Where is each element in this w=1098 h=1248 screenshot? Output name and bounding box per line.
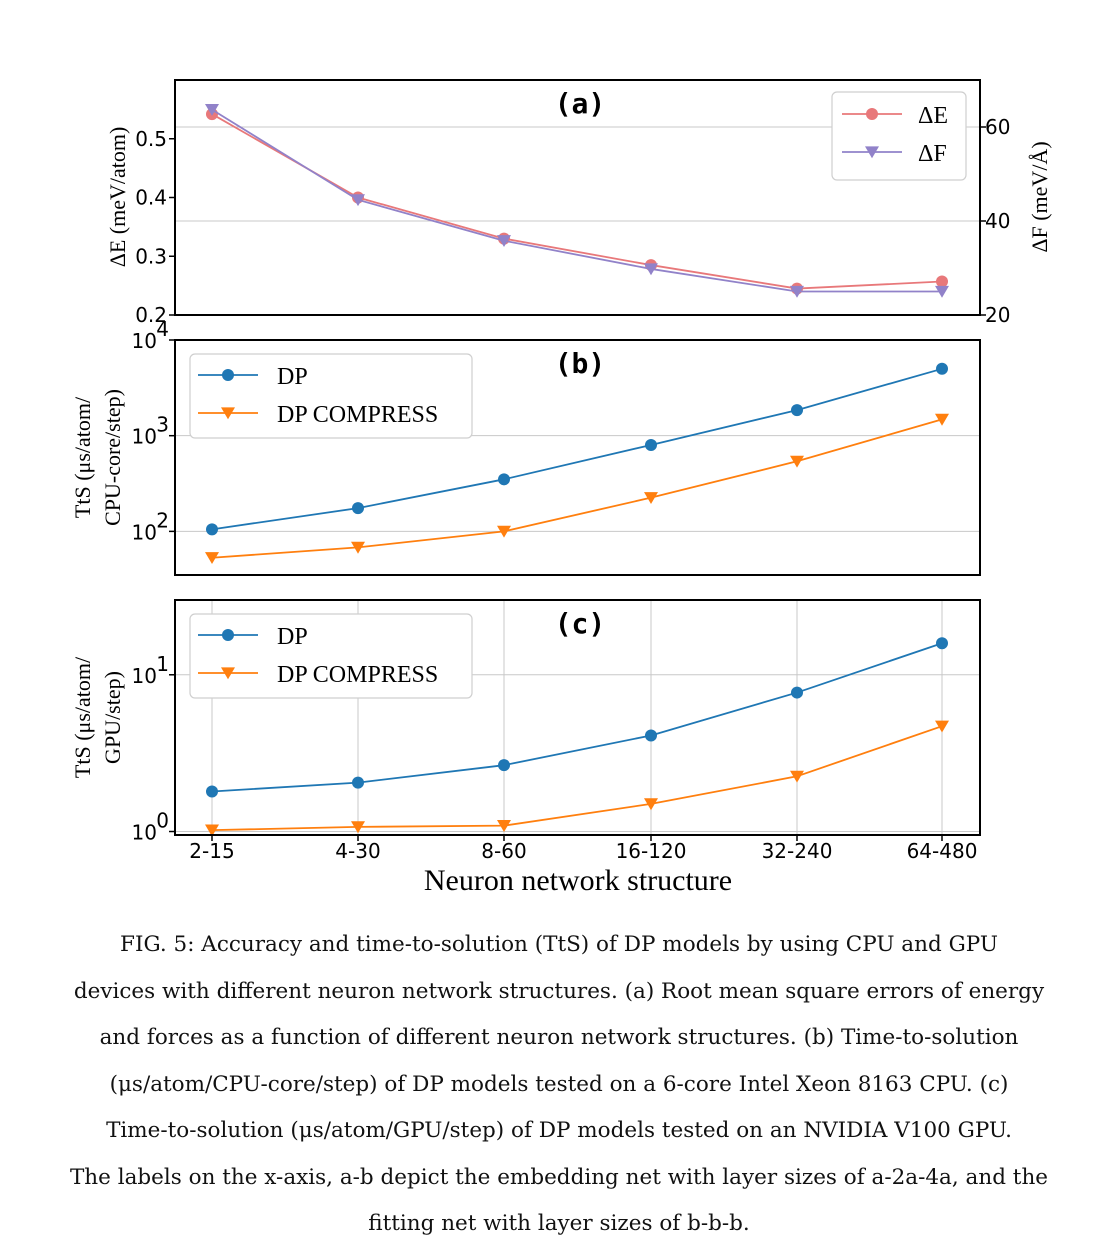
tick-label: 0.2 <box>135 303 167 327</box>
data-point <box>935 413 949 426</box>
legend-marker <box>221 407 235 420</box>
tick-label-exponent: 3 <box>156 413 169 437</box>
data-point <box>351 541 365 554</box>
data-point <box>936 275 948 288</box>
caption-line: devices with different neuron network st… <box>73 978 1045 1004</box>
y-axis-label: GPU/step) <box>100 671 125 764</box>
panel-label: (a) <box>555 87 606 120</box>
caption-line: (μs/atom/CPU-core/step) of DP models tes… <box>109 1071 1009 1097</box>
plot-frame <box>174 599 981 836</box>
legend-label: DP <box>277 364 308 390</box>
data-point <box>790 455 804 468</box>
data-point <box>791 404 803 417</box>
figure-caption: FIG. 5: Accuracy and time-to-solution (T… <box>40 922 1078 1248</box>
data-point <box>936 637 948 650</box>
series-line <box>211 108 942 293</box>
tick-label: 0.5 <box>135 127 167 151</box>
data-point <box>935 285 949 298</box>
x-tick-label: 4-30 <box>335 839 380 863</box>
legend-marker <box>865 146 879 159</box>
x-tick-label: 16-120 <box>616 839 687 863</box>
y-axis-label: CPU-core/step) <box>100 389 125 526</box>
tick-label: 10 <box>132 664 157 688</box>
series-line <box>211 642 943 793</box>
legend-label: DP COMPRESS <box>277 402 438 428</box>
data-point <box>205 104 219 116</box>
data-point <box>936 362 948 375</box>
caption-line: The labels on the x-axis, a-b depict the… <box>69 1164 1049 1190</box>
tick-label: 10 <box>132 425 157 449</box>
legend-label: ΔE <box>918 103 948 129</box>
legend-marker <box>222 629 234 641</box>
data-point <box>351 194 365 207</box>
data-point <box>352 502 364 515</box>
legend-box <box>189 353 473 439</box>
x-tick-label: 32-240 <box>762 839 833 863</box>
tick-label: 0.3 <box>135 244 167 268</box>
plot-frame <box>174 339 981 576</box>
data-point <box>498 473 510 486</box>
data-point <box>645 729 657 742</box>
data-point <box>497 235 511 248</box>
x-axis-label: Neuron network structure <box>424 864 732 897</box>
y-axis-label: ΔE (meV/atom) <box>105 127 130 268</box>
caption-line: Time-to-solution (μs/atom/GPU/step) of D… <box>106 1118 1012 1143</box>
legend-marker <box>221 667 235 680</box>
legend-label: DP COMPRESS <box>277 662 438 688</box>
y-axis-label-right: ΔF (meV/Å) <box>1027 141 1052 252</box>
data-point <box>935 720 949 733</box>
tick-label-exponent: 1 <box>156 652 169 676</box>
data-point <box>351 821 365 834</box>
series-line <box>211 367 943 531</box>
data-point <box>497 820 511 832</box>
legend-marker <box>222 369 234 381</box>
y-axis-label: TtS (μs/atom/ <box>70 396 95 518</box>
series-line <box>211 725 943 832</box>
series-line <box>211 418 943 559</box>
legend-box <box>189 613 473 699</box>
data-point <box>497 525 511 538</box>
data-point <box>498 759 510 772</box>
tick-label-exponent: 0 <box>156 809 169 833</box>
tick-label: 40 <box>985 209 1010 233</box>
x-tick-label: 2-15 <box>189 839 234 863</box>
tick-label-exponent: 4 <box>156 317 169 341</box>
data-point <box>206 785 218 798</box>
panel-label: (b) <box>555 347 606 380</box>
x-tick-label: 64-480 <box>907 839 978 863</box>
data-point <box>205 552 219 565</box>
tick-label: 10 <box>132 520 157 544</box>
legend-label: DP <box>277 624 308 650</box>
y-axis-label: TtS (μs/atom/ <box>70 656 95 778</box>
tick-label-exponent: 2 <box>156 508 169 532</box>
data-point <box>644 263 658 276</box>
caption-line: and forces as a function of different ne… <box>99 1025 1019 1050</box>
tick-label: 20 <box>985 303 1010 327</box>
tick-label: 0.4 <box>135 186 167 210</box>
data-point <box>644 798 658 811</box>
caption-line: fitting net with layer sizes of b-b-b. <box>368 1211 750 1236</box>
legend-label: ΔF <box>918 141 947 167</box>
data-point <box>352 776 364 789</box>
data-point <box>645 438 657 451</box>
panel-label: (c) <box>555 607 606 640</box>
series-line <box>211 113 943 290</box>
data-point <box>790 285 804 298</box>
data-point <box>790 770 804 783</box>
tick-label: 10 <box>132 821 157 845</box>
legend-marker <box>866 108 878 120</box>
caption-line: FIG. 5: Accuracy and time-to-solution (T… <box>120 932 998 957</box>
data-point <box>206 523 218 536</box>
tick-label: 10 <box>132 329 157 353</box>
x-tick-label: 8-60 <box>481 839 526 863</box>
data-point <box>791 686 803 699</box>
data-point <box>644 492 658 504</box>
tick-label: 60 <box>985 115 1010 139</box>
data-point <box>205 824 219 837</box>
